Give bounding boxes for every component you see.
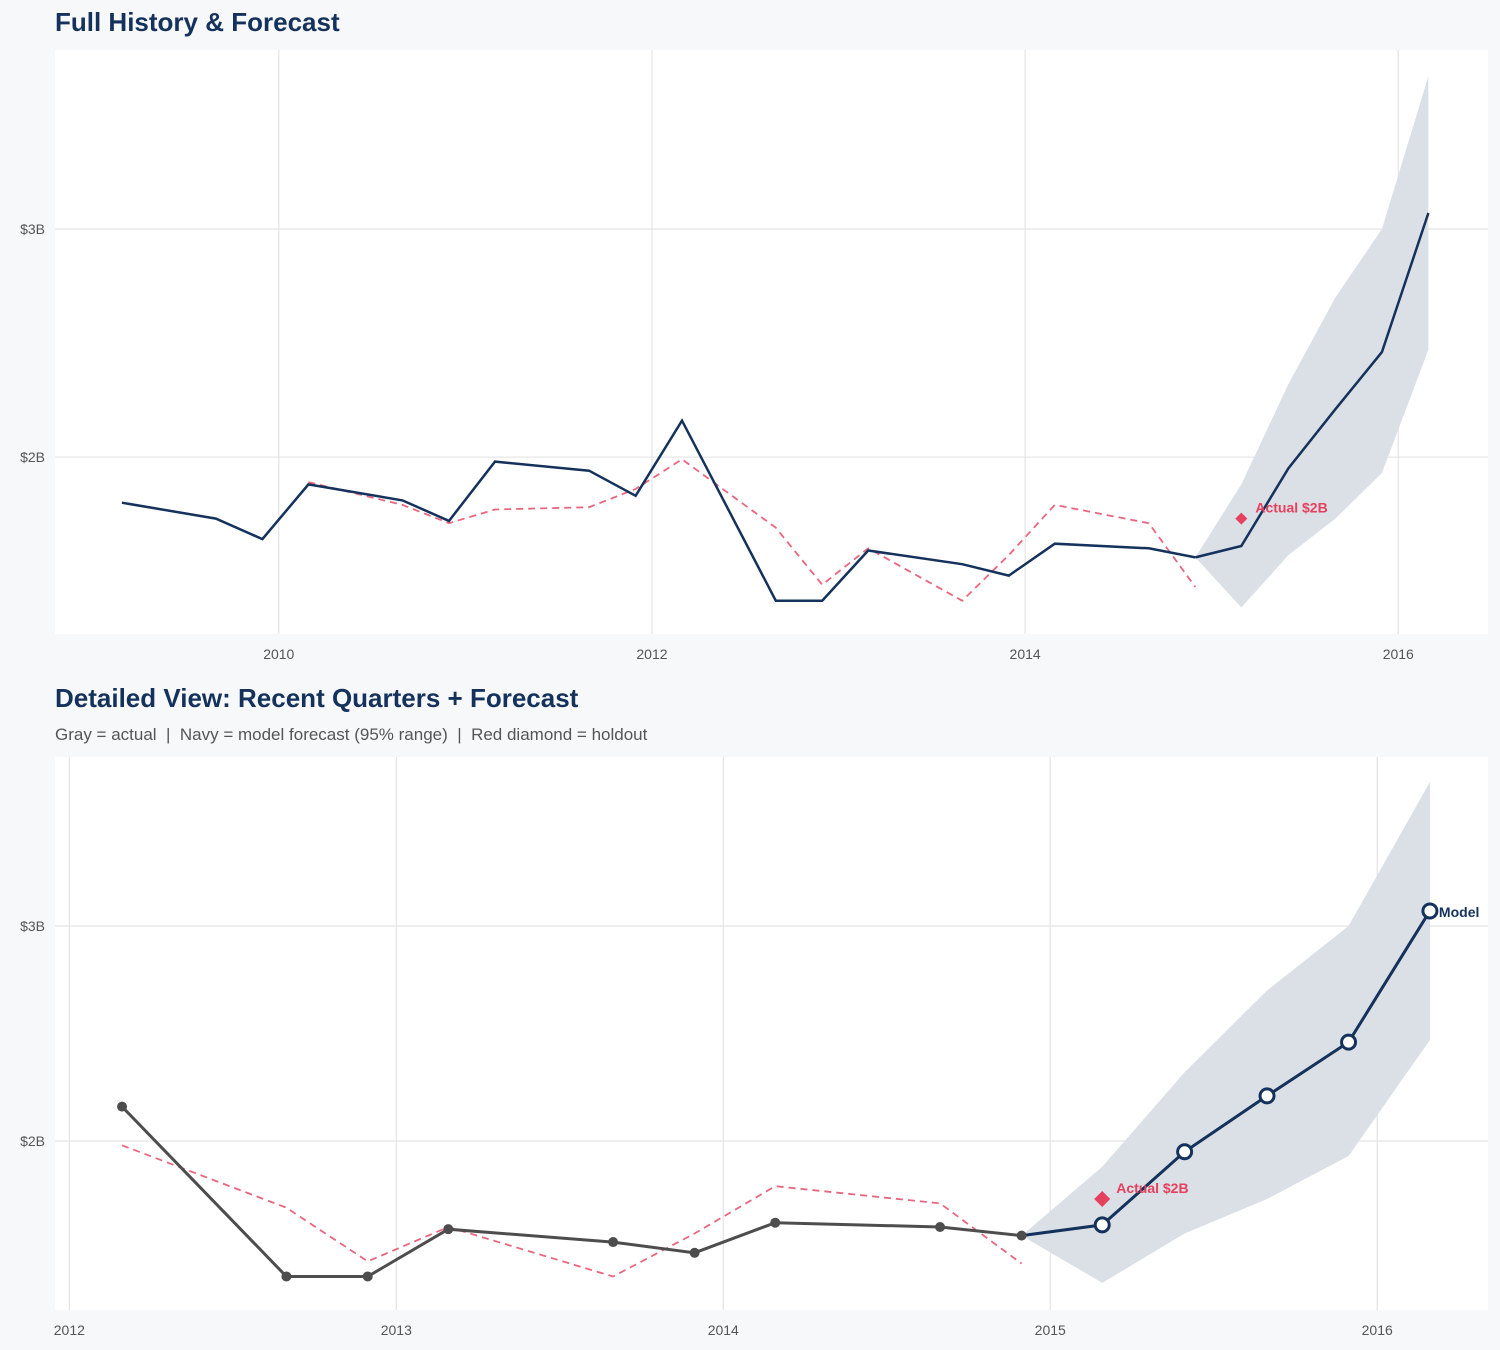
forecast-point [1093,1216,1111,1234]
x-tick-label: 2014 [708,1322,739,1338]
fitted-line [121,1144,1023,1278]
holdout-diamond [1094,1191,1111,1208]
y-tick-label: $2B [20,449,45,465]
x-tick-label: 2014 [1010,646,1041,662]
chart-1-title: Full History & Forecast [55,7,340,37]
holdout-label: Actual $2B [1116,1180,1188,1196]
chart-2-subtitle: Gray = actual | Navy = model forecast (9… [55,725,648,744]
forecast-line [1194,212,1430,559]
chart-2-title: Detailed View: Recent Quarters + Forecas… [55,683,579,713]
actual-point [608,1237,619,1248]
x-tick-label: 2013 [381,1322,412,1338]
y-tick-label: $3B [20,918,45,934]
forecast-point [1176,1143,1194,1161]
forecast-line [1021,910,1432,1238]
x-tick-label: 2015 [1035,1322,1066,1338]
fitted-line [308,458,1197,602]
actual-point [281,1271,292,1282]
actual-point [117,1101,128,1112]
y-tick-label: $3B [20,221,45,237]
x-tick-label: 2016 [1383,646,1414,662]
x-tick-label: 2016 [1362,1322,1393,1338]
actual-point [689,1247,700,1258]
holdout-label: Actual $2B [1255,500,1327,516]
x-tick-label: 2012 [54,1322,85,1338]
forecast-95-band [1195,76,1429,608]
holdout-diamond [1235,512,1248,525]
y-tick-label: $2B [20,1133,45,1149]
forecast-point [1340,1033,1358,1051]
chart-1: 2010 2012 2014 2016 $2B $3B Actual $2B [20,50,1488,662]
actual-point [1016,1230,1027,1241]
x-tick-label: 2010 [263,646,294,662]
chart-2: 2012 2013 2014 2015 2016 $2B $3B Actual $2B Mode… [20,757,1488,1338]
actual-point [362,1271,373,1282]
forecast-point [1421,902,1439,920]
forecast-95-band [1021,781,1430,1283]
actual-point [935,1222,946,1233]
actual-point [770,1217,781,1228]
actual-point [443,1224,454,1235]
model-end-label: Model [1439,904,1479,920]
x-tick-label: 2012 [636,646,667,662]
forecast-point [1258,1087,1276,1105]
actual-line [121,418,1196,602]
